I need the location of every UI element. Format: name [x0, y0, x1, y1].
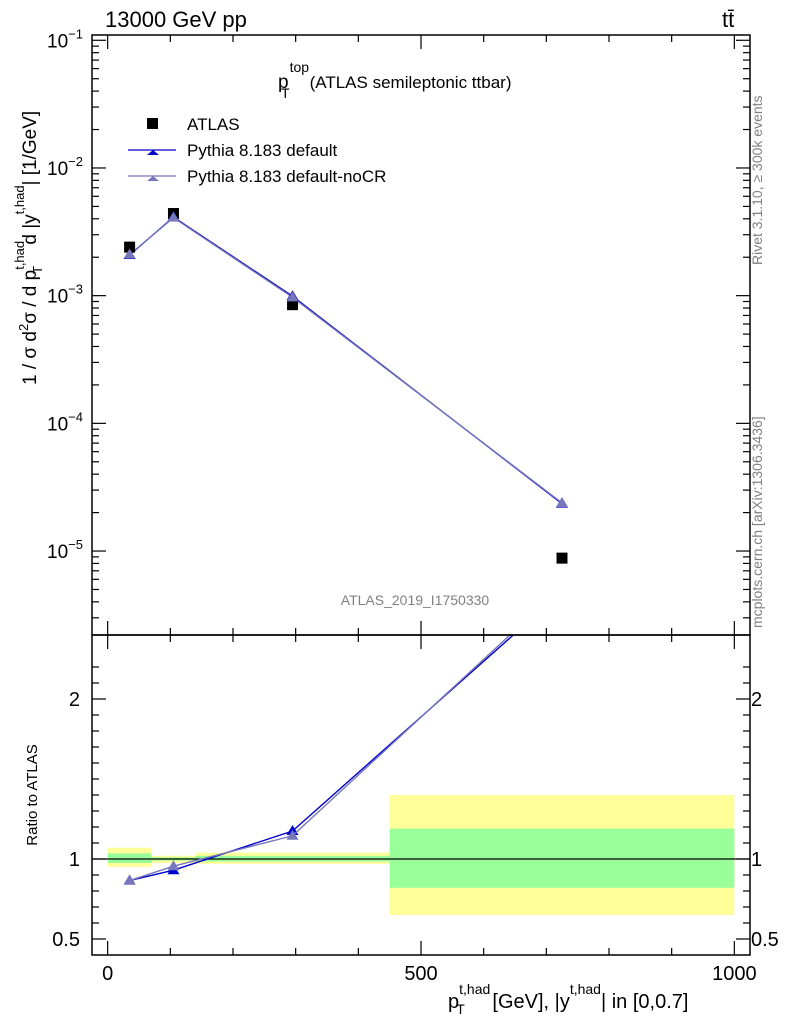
main-ylabel: 1 / σ d2σ / d pt,hadT d |yt,had| [1/GeV]	[12, 111, 45, 385]
ratio-xlabel: pt,had T [GeV], |yt,had| in [0,0.7]	[448, 981, 688, 1017]
band-green-3	[389, 828, 735, 888]
ratio-ytick-label-right-2: 2	[751, 689, 762, 711]
main-point-series-2-3	[556, 496, 568, 507]
axis-tick-labels: 0 500 1000 10−1 10−2 10−3 10−4 10−5 0.5 0.5 1 1 2 2	[47, 26, 779, 985]
axis-ticks	[92, 35, 750, 955]
ratio-ytick-label-left-1: 1	[69, 849, 80, 871]
main-ytick-label-3: 10−4	[47, 409, 83, 435]
legend-atlas-marker	[147, 118, 158, 129]
main-point-series-2-2	[286, 291, 299, 302]
header-process-label: tt̄	[722, 7, 734, 32]
legend-default-marker	[147, 150, 159, 155]
band-green-0	[107, 853, 152, 863]
ratio-point-series-1-0	[123, 874, 136, 885]
main-point-series-0-2	[287, 299, 299, 311]
xtick-label-0: 0	[102, 963, 113, 985]
legend-nocr-marker	[147, 176, 159, 181]
title-rest: (ATLAS semileptonic ttbar)	[310, 73, 512, 92]
main-line-series-1	[129, 216, 563, 505]
main-point-series-0-0	[124, 241, 136, 253]
analysis-watermark: ATLAS_2019_I1750330	[341, 592, 490, 608]
legend: ATLAS Pythia 8.183 default Pythia 8.183 …	[128, 115, 386, 186]
ratio-point-series-1-1	[167, 860, 180, 871]
main-point-series-2-1	[167, 211, 180, 222]
title-sub: T	[281, 85, 290, 101]
main-point-series-0-3	[556, 552, 568, 564]
main-series-group	[123, 207, 568, 564]
main-ytick-label-0: 10−1	[47, 26, 83, 52]
ratio-point-series-1-3	[556, 581, 568, 591]
legend-atlas-label: ATLAS	[187, 115, 240, 134]
ratio-uncertainty-bands	[107, 795, 735, 915]
main-ytick-label-1: 10−2	[47, 154, 83, 180]
title-main: p	[278, 72, 289, 93]
legend-nocr-label: Pythia 8.183 default-noCR	[187, 167, 386, 186]
ratio-ytick-label-right-0.5: 0.5	[751, 929, 779, 951]
title-sup: top	[290, 59, 310, 75]
legend-default-label: Pythia 8.183 default	[187, 141, 338, 160]
main-line-series-2	[129, 216, 563, 504]
ratio-line-series-1	[129, 635, 512, 882]
xtick-label-1000: 1000	[712, 963, 757, 985]
ratio-ylabel: Ratio to ATLAS	[24, 744, 41, 845]
ratio-point-series-0-3	[556, 586, 568, 596]
main-ytick-label-2: 10−3	[47, 282, 83, 308]
ratio-series-group	[123, 581, 568, 885]
main-ytick-label-4: 10−5	[47, 537, 83, 563]
rivet-version-label: Rivet 3.1.10, ≥ 300k events	[749, 95, 765, 265]
xtick-label-500: 500	[404, 963, 437, 985]
ratio-ytick-label-left-2: 2	[69, 689, 80, 711]
plot-title: ptop T (ATLAS semileptonic ttbar)	[278, 59, 511, 101]
header-energy-label: 13000 GeV pp	[105, 7, 247, 32]
main-point-series-2-0	[123, 248, 136, 259]
ratio-ytick-label-left-0.5: 0.5	[52, 929, 80, 951]
mcplots-citation-label: mcplots.cern.ch [arXiv:1306.3436]	[749, 416, 765, 628]
ratio-point-series-1-2	[286, 829, 299, 840]
ratio-ytick-label-right-1: 1	[751, 849, 762, 871]
